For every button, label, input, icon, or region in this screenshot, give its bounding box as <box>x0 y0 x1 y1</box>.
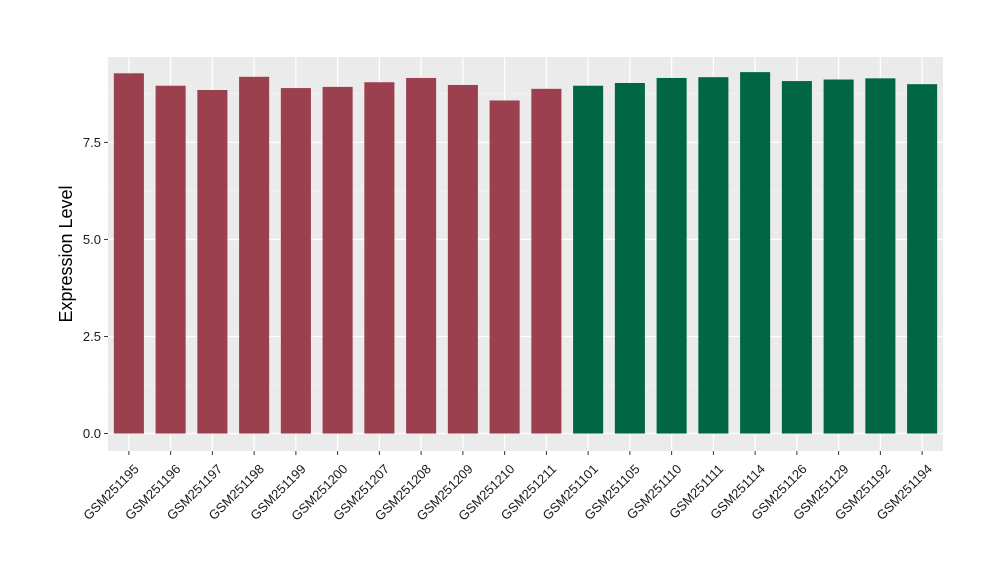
bar-GSM251194 <box>907 84 938 434</box>
bar-GSM251114 <box>740 72 771 434</box>
bar-GSM251208 <box>406 77 437 434</box>
bar-GSM251207 <box>364 82 395 434</box>
bar-GSM251192 <box>865 78 896 434</box>
bar-GSM251197 <box>197 89 228 434</box>
y-tick-label: 2.5 <box>83 329 101 344</box>
bar-GSM251198 <box>239 76 270 434</box>
y-axis-title: Expression Level <box>56 185 76 322</box>
bar-GSM251200 <box>322 86 353 434</box>
bars <box>113 72 938 434</box>
bar-GSM251196 <box>155 85 186 434</box>
bar-GSM251211 <box>531 88 562 434</box>
y-axis-ticks: 0.0 2.5 5.0 7.5 <box>83 135 108 441</box>
bar-GSM251195 <box>113 73 144 434</box>
y-tick-label: 7.5 <box>83 135 101 150</box>
bar-GSM251101 <box>573 85 604 434</box>
y-tick-label: 0.0 <box>83 426 101 441</box>
x-axis-ticks: GSM251195GSM251196GSM251197GSM251198GSM2… <box>80 451 935 524</box>
bar-GSM251129 <box>823 79 854 434</box>
bar-GSM251111 <box>698 77 729 434</box>
plot-panel <box>108 57 943 451</box>
bar-GSM251126 <box>781 81 812 434</box>
bar-GSM251209 <box>447 84 478 434</box>
y-tick-label: 5.0 <box>83 232 101 247</box>
bar-GSM251110 <box>656 77 687 434</box>
bar-GSM251199 <box>280 88 311 434</box>
bar-GSM251105 <box>614 83 645 434</box>
bar-GSM251210 <box>489 100 520 434</box>
